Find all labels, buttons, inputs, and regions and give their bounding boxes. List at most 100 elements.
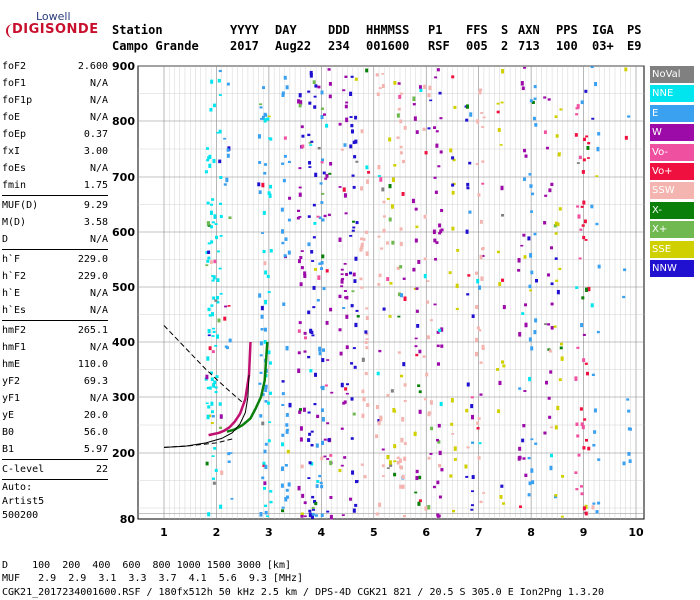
- echo-mark: [316, 299, 320, 302]
- param-value: 3.00: [83, 146, 108, 157]
- echo-mark: [429, 319, 433, 322]
- param-row: h`Es N/A: [2, 302, 108, 319]
- legend-item-sse: SSE: [650, 240, 694, 258]
- echo-mark: [323, 214, 327, 218]
- echo-mark: [316, 215, 320, 218]
- x-tick-label: 10: [628, 526, 644, 539]
- echo-mark: [415, 130, 419, 134]
- echo-mark: [584, 362, 588, 365]
- echo-mark: [214, 344, 218, 347]
- echo-mark: [338, 328, 342, 332]
- param-row: foEp 0.37: [2, 126, 108, 143]
- echo-mark: [212, 103, 216, 108]
- echo-mark: [558, 207, 562, 211]
- echo-mark: [227, 460, 231, 463]
- echo-mark: [281, 162, 285, 165]
- echo-mark: [479, 361, 483, 364]
- echo-mark: [260, 117, 264, 120]
- echo-mark: [207, 156, 211, 160]
- echo-mark: [217, 318, 221, 323]
- echo-mark: [264, 504, 268, 508]
- echo-mark: [325, 174, 329, 178]
- echo-mark: [360, 186, 364, 191]
- echo-mark: [522, 233, 526, 237]
- echo-mark: [327, 68, 331, 71]
- echo-mark: [397, 315, 401, 318]
- param-row: C-level 22: [2, 461, 108, 478]
- echo-mark: [530, 210, 534, 213]
- echo-mark: [496, 250, 500, 254]
- echo-mark: [584, 504, 588, 509]
- echo-mark: [259, 106, 263, 109]
- echo-mark: [422, 355, 426, 358]
- echo-mark: [314, 514, 318, 517]
- param-value: N/A: [89, 305, 108, 316]
- echo-mark: [303, 331, 307, 335]
- echo-mark: [311, 260, 315, 262]
- echo-mark: [429, 400, 433, 405]
- echo-mark: [211, 198, 215, 201]
- echo-mark: [627, 409, 631, 413]
- echo-mark: [350, 362, 354, 365]
- echo-mark: [531, 192, 535, 196]
- echo-mark: [209, 108, 213, 112]
- param-value: 1.75: [83, 180, 108, 191]
- x-tick-label: 3: [265, 526, 273, 539]
- echo-mark: [584, 511, 588, 516]
- echo-mark: [307, 90, 311, 93]
- echo-mark: [523, 66, 527, 69]
- echo-mark: [322, 348, 326, 352]
- echo-mark: [307, 310, 311, 315]
- echo-mark: [393, 444, 397, 449]
- echo-mark: [216, 278, 220, 282]
- echo-mark: [475, 271, 479, 275]
- echo-mark: [310, 461, 314, 466]
- echo-mark: [574, 471, 578, 474]
- param-value: N/A: [89, 393, 108, 404]
- echo-mark: [475, 163, 479, 166]
- header-label-9: PPS: [556, 23, 578, 37]
- echo-mark: [585, 438, 589, 442]
- echo-mark: [581, 224, 585, 227]
- x-tick-label: 8: [527, 526, 535, 539]
- param-value: 20.0: [83, 410, 108, 421]
- echo-mark: [216, 300, 220, 304]
- param-name: M(D): [2, 217, 27, 228]
- y-tick-label: 80: [120, 513, 136, 526]
- param-value: 229.0: [77, 271, 108, 282]
- header-value-4: 001600: [366, 39, 410, 53]
- echo-mark: [327, 438, 331, 442]
- echo-mark: [597, 501, 601, 505]
- echo-mark: [354, 256, 358, 261]
- echo-mark: [597, 132, 601, 136]
- echo-mark: [212, 275, 216, 280]
- echo-mark: [283, 136, 287, 140]
- echo-mark: [264, 464, 268, 470]
- echo-mark: [216, 334, 220, 339]
- echo-mark: [302, 407, 306, 412]
- x-tick-label: 9: [580, 526, 588, 539]
- param-row: B1 5.97: [2, 441, 108, 458]
- header-label-5: P1: [428, 23, 443, 37]
- echo-mark: [350, 437, 354, 440]
- model-profile-dashed: [163, 325, 244, 403]
- echo-mark: [466, 187, 470, 190]
- header-label-8: AXN: [518, 23, 540, 37]
- echo-mark: [309, 70, 313, 76]
- echo-mark: [321, 417, 325, 422]
- echo-mark: [582, 446, 586, 450]
- echo-mark: [212, 296, 216, 300]
- echo-mark: [287, 482, 291, 487]
- echo-mark: [449, 474, 453, 478]
- echo-mark: [261, 421, 265, 426]
- echo-mark: [360, 242, 364, 248]
- echo-mark: [308, 432, 312, 436]
- echo-mark: [206, 201, 210, 205]
- echo-mark: [205, 461, 209, 466]
- echo-mark: [355, 309, 359, 312]
- echo-mark: [415, 475, 419, 481]
- echo-mark: [365, 251, 369, 256]
- echo-mark: [212, 383, 216, 388]
- header-label-2: DAY: [275, 23, 297, 37]
- echo-mark: [344, 212, 348, 215]
